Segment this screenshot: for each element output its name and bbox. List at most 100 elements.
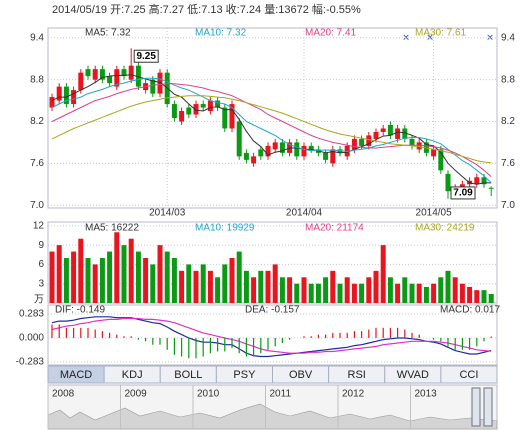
legend-entry: MA20: 7.41 [305,28,357,39]
candle-body [63,86,69,105]
candle-body [92,69,98,80]
tab[interactable]: BOLL [159,365,217,384]
tab[interactable]: RSI [328,365,386,384]
tab-label[interactable]: RSI [348,369,366,381]
candle-body [229,104,235,129]
macd-panel [47,304,498,366]
volume-bar [294,283,300,303]
volume-bar [157,245,163,303]
tab[interactable]: PSY [215,365,273,384]
volume-panel [47,221,498,304]
legend-entry: MA30: 7.61 [415,28,467,39]
tab-label[interactable]: WVAD [397,369,429,381]
volume-bar [150,264,156,303]
volume-bar [71,251,77,303]
volume-bar [344,277,350,303]
tab-label[interactable]: BOLL [174,369,202,381]
candle-body [431,149,437,157]
volume-bar [215,277,221,303]
volume-bar [56,245,62,303]
candle-body [359,138,365,146]
candle-body [409,138,415,146]
ma-line [51,77,492,184]
candle-body [243,152,249,160]
volume-bar [315,283,321,303]
tab-label[interactable]: OBV [289,369,313,381]
y-tick-label: 0.283 [19,309,44,320]
legend-entry: DIF: -0.149 [55,305,105,316]
candle-body [323,152,329,160]
candle-body [78,72,84,91]
volume-bar [474,290,480,303]
candle-body [416,142,422,150]
tab-label[interactable]: PSY [233,369,256,381]
candle-body [373,131,379,139]
y-tick-label-right: 9.4 [501,32,515,43]
tab-label[interactable]: KDJ [122,369,143,381]
y-tick-label: 8.2 [30,116,44,127]
volume-bar [359,283,365,303]
x-tick-label: 2014/03 [149,208,186,219]
candle-body [272,142,278,150]
candle-body [474,177,480,185]
volume-bar [229,258,235,303]
timeline-overview [47,403,498,430]
candle-body [157,72,163,94]
annotation-box [133,49,159,63]
y-tick-label-right: 7.6 [501,158,515,169]
volume-bar [49,251,55,303]
year-label: 2009 [125,389,148,400]
range-handle[interactable] [471,387,481,427]
range-handle[interactable] [483,387,493,427]
volume-bar [488,294,494,303]
volume-bar [207,270,213,303]
y-tick-label: 7.6 [30,158,44,169]
tab[interactable]: KDJ [103,365,161,384]
candle-body [251,156,257,164]
volume-bar [99,258,105,303]
year-label: 2012 [342,389,365,400]
volume-bar [92,264,98,303]
candle-body [121,69,127,77]
candle-body [179,111,185,122]
volume-bar [272,264,278,303]
candle-body [71,90,77,105]
volume-bar [351,283,357,303]
candle-body [387,124,393,136]
candle-body [150,79,156,94]
tab[interactable]: MACD [47,365,105,384]
tab[interactable]: CCI [440,365,498,384]
candle-body [265,145,271,157]
candle-body [294,142,300,157]
volume-bar [121,245,127,303]
y-tick-label: 9.4 [30,32,44,43]
y-tick-label-right: 7.0 [501,200,515,211]
candle-body [351,138,357,150]
tab-label[interactable]: CCI [459,369,478,381]
volume-bar [409,283,415,303]
y-tick-label: 9 [38,240,44,251]
volume-bar [395,283,401,303]
volume-bar [243,270,249,303]
volume-bar [128,238,134,303]
tab[interactable]: WVAD [384,365,442,384]
header-title: 2014/05/19 开:7.25 高:7.27 低:7.13 收:7.24 量… [52,2,361,16]
candle-body [236,121,242,157]
candle-body [279,142,285,153]
ma-line [51,95,492,164]
tab-label[interactable]: MACD [60,369,92,381]
annotation-box [450,186,476,200]
legend-entry: DEA: -0.157 [245,305,300,316]
volume-bar [323,277,329,303]
tab-background[interactable] [440,365,498,384]
candle-body [128,65,134,80]
tab[interactable]: OBV [272,365,330,384]
volume-bar [366,277,372,303]
candle-body [85,69,91,77]
y-tick-label-right: 8.2 [501,116,515,127]
candle-body [488,187,494,189]
volume-bar [431,283,437,303]
volume-bar [438,277,444,303]
candle-body [481,177,487,185]
